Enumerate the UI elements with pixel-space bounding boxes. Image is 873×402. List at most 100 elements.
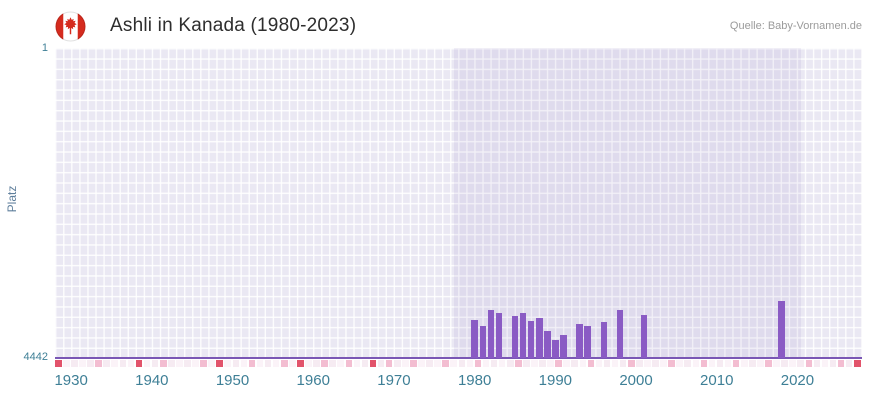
strip-cell [523, 360, 530, 367]
strip-cell [757, 360, 764, 367]
rank-bar[interactable] [487, 310, 495, 358]
plot-area [55, 48, 862, 359]
strip-cell [595, 360, 603, 367]
x-tick-label: 1930 [54, 372, 88, 389]
strip-cell [619, 360, 627, 367]
strip-cell [563, 360, 570, 367]
rank-bar[interactable] [479, 325, 486, 358]
strip-cell [603, 360, 611, 367]
strip-cell [289, 360, 296, 367]
x-tick-label: 2010 [700, 372, 734, 389]
rank-bar[interactable] [560, 334, 567, 358]
strip-cell [71, 360, 78, 367]
strip-cell [797, 360, 805, 367]
x-tick-label: 1970 [377, 372, 411, 389]
rank-bar[interactable] [527, 320, 535, 358]
strip-cell [402, 360, 409, 367]
x-tick-label: 1960 [296, 372, 330, 389]
strip-cell [514, 360, 522, 367]
strip-cell [184, 360, 191, 367]
highlight-band [454, 48, 802, 358]
page-title: Ashli in Kanada (1980-2023) [110, 15, 357, 36]
strip-cell [240, 360, 248, 367]
strip-cell [426, 360, 433, 367]
strip-cell [119, 360, 127, 367]
strip-cell [79, 360, 86, 367]
strip-cell [539, 360, 546, 367]
strip-cell [531, 360, 538, 367]
strip-cell [248, 360, 256, 367]
rank-bar[interactable] [495, 313, 503, 358]
rank-bar[interactable] [600, 321, 608, 358]
strip-cell [434, 360, 441, 367]
rank-bar[interactable] [511, 316, 519, 358]
strip-cell [676, 360, 683, 367]
strip-cell [805, 360, 813, 367]
canada-flag-icon [55, 11, 86, 41]
strip-cell [159, 360, 167, 367]
strip-cell [111, 360, 119, 367]
strip-cell [87, 360, 94, 367]
strip-cell [813, 360, 821, 367]
strip-cell [377, 360, 385, 367]
strip-cell [329, 360, 336, 367]
strip-cell [781, 360, 788, 367]
rank-bar[interactable] [778, 301, 785, 358]
strip-cell [151, 360, 159, 367]
strip-cell [773, 360, 780, 367]
strip-cell [305, 360, 312, 367]
strip-cell [692, 360, 700, 367]
rank-bar[interactable] [536, 318, 543, 358]
x-tick-label: 1940 [135, 372, 169, 389]
x-tick-label: 1990 [538, 372, 573, 389]
strip-cell [442, 360, 449, 367]
strip-cell [611, 360, 619, 367]
rank-bar[interactable] [471, 320, 478, 358]
strip-cell [668, 360, 675, 367]
strip-cell [337, 360, 345, 367]
strip-cell [418, 360, 425, 367]
strip-cell [103, 360, 110, 367]
strip-cell [587, 360, 595, 367]
strip-cell [506, 360, 514, 367]
strip-cell [765, 360, 772, 367]
rank-bar[interactable] [616, 310, 624, 358]
strip-cell [135, 360, 143, 367]
rank-bar[interactable] [552, 339, 559, 358]
strip-cell [749, 360, 756, 367]
strip-cell [571, 360, 579, 367]
strip-cell [660, 360, 667, 367]
rank-bar[interactable] [519, 312, 527, 358]
strip-cell [410, 360, 417, 367]
y-tick-top: 1 [41, 42, 48, 54]
strip-cell [740, 360, 748, 367]
strip-cell [644, 360, 651, 367]
rank-bar[interactable] [584, 326, 591, 358]
strip-cell [789, 360, 796, 367]
strip-cell [845, 360, 853, 367]
strip-cell [353, 360, 361, 367]
strip-cell [547, 360, 554, 367]
strip-cell [555, 360, 562, 367]
strip-cell [708, 360, 716, 367]
rank-bar[interactable] [544, 331, 551, 358]
strip-cell [829, 360, 837, 367]
strip-cell [700, 360, 708, 367]
strip-cell [216, 360, 223, 367]
rank-bar[interactable] [640, 314, 648, 358]
strip-cell [55, 360, 62, 367]
strip-cell [313, 360, 320, 367]
strip-cell [272, 360, 280, 367]
strip-cell [636, 360, 643, 367]
strip-cell [369, 360, 377, 367]
strip-cell [167, 360, 175, 367]
strip-cell [821, 360, 829, 367]
strip-cell [627, 360, 635, 367]
strip-cell [579, 360, 587, 367]
x-tick-label: 1980 [457, 372, 492, 389]
strip-cell [224, 360, 232, 367]
rank-bar[interactable] [576, 323, 583, 358]
strip-cell [345, 360, 353, 367]
strip-cell [853, 360, 861, 367]
